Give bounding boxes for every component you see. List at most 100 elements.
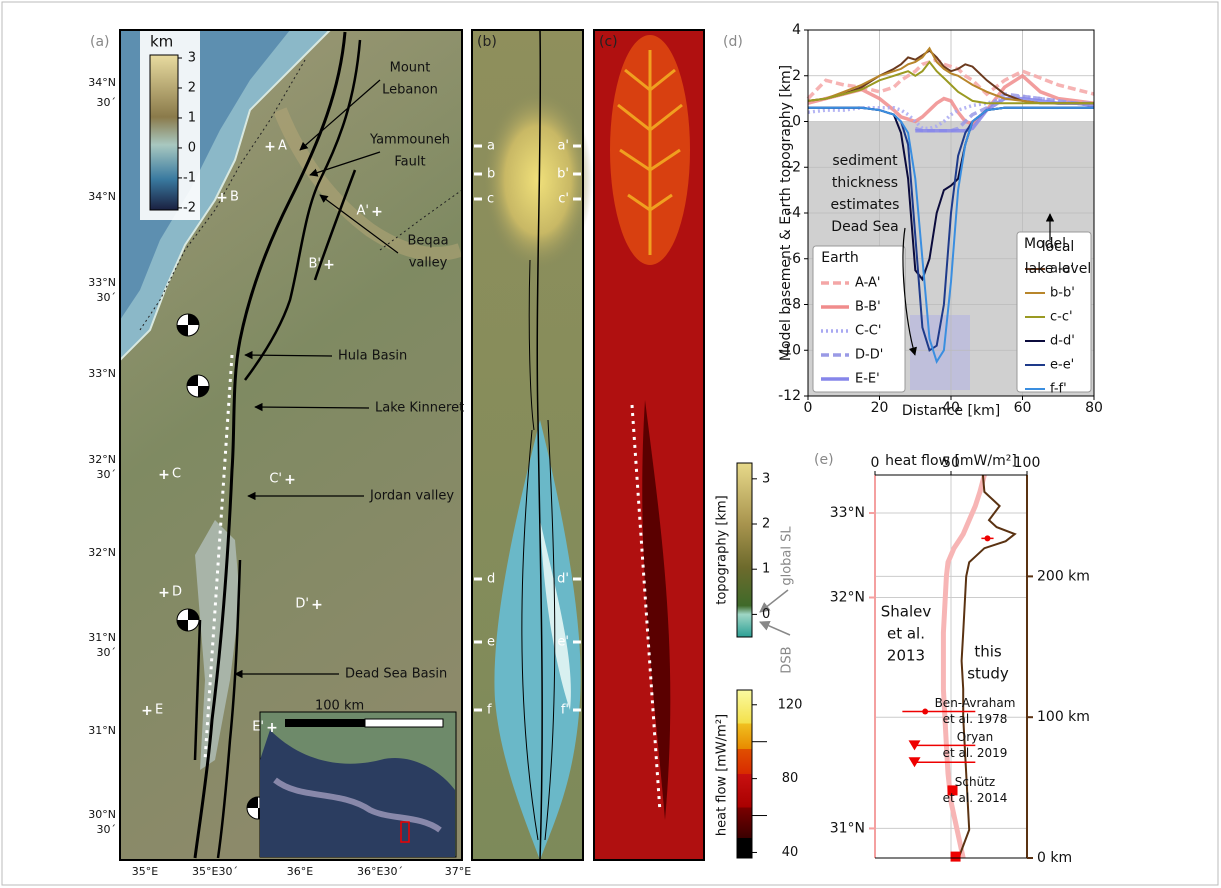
annotation: Hula Basin xyxy=(338,349,407,364)
profile-label: c xyxy=(487,192,494,207)
profile-label: a' xyxy=(557,139,569,154)
annotation: valley xyxy=(409,256,448,271)
site-label: C xyxy=(172,467,181,482)
legend-title: Earth xyxy=(821,250,859,266)
data-point xyxy=(984,535,990,541)
site-marker: + xyxy=(284,472,296,488)
profile-tick xyxy=(573,709,581,712)
annotation: Beqaa xyxy=(407,234,448,249)
colorbar-tick-label: -1 xyxy=(183,170,196,185)
left-tick-label: 32°N xyxy=(830,590,865,606)
heat-flow-map-c xyxy=(594,30,704,860)
top-tick-label: 0 xyxy=(871,455,880,471)
colorbar-label: topography [km] xyxy=(715,495,730,604)
point-label: Schütz xyxy=(955,775,995,789)
profile-tick xyxy=(474,641,482,644)
data-point xyxy=(922,709,928,715)
point-label: Oryan xyxy=(957,730,993,744)
lat-label: 32°N xyxy=(88,546,116,559)
lat-label: 32°N xyxy=(88,453,116,466)
colorbar-tick-label: 1 xyxy=(762,562,770,577)
legend-label: C-C' xyxy=(855,324,881,339)
x-tick-label: 20 xyxy=(871,400,889,416)
profile-tick xyxy=(474,578,482,581)
annotation: thickness xyxy=(832,175,898,191)
colorbar-title: km xyxy=(150,33,173,51)
lat-label: 30°N xyxy=(88,808,116,821)
profile-label: f xyxy=(487,703,492,718)
legend-label: f-f' xyxy=(1050,382,1067,397)
legend-label: A-A' xyxy=(855,276,880,291)
colorbar-tick-label: 1 xyxy=(188,110,196,125)
panel-label: (a) xyxy=(90,34,110,50)
annotation: Dead Sea xyxy=(831,219,898,235)
colorbar-tick-label: 0 xyxy=(188,140,196,155)
x-tick-label: 0 xyxy=(804,400,813,416)
site-label: A' xyxy=(357,204,369,219)
site-marker: + xyxy=(266,720,278,736)
point-label: et al. 2019 xyxy=(943,746,1008,760)
lat-label: 30´ xyxy=(97,291,117,304)
top-axis-label: heat flow [mW/m²] xyxy=(885,453,1017,469)
lat-label: 34°N xyxy=(88,190,116,203)
site-label: A xyxy=(278,139,287,154)
series-label: Shalev xyxy=(881,603,932,621)
y-tick-label: -12 xyxy=(778,388,801,404)
lat-label: 31°N xyxy=(88,724,116,737)
lon-label: 35°E xyxy=(132,865,158,878)
lon-label: 36°E30´ xyxy=(357,865,403,878)
annotation: estimates xyxy=(831,197,900,213)
annotation: Lebanon xyxy=(382,83,438,98)
right-tick-label: 200 km xyxy=(1037,568,1090,584)
annotation: Yammouneh xyxy=(369,133,450,148)
right-tick-label: 100 km xyxy=(1037,709,1090,725)
site-marker: + xyxy=(158,585,170,601)
lat-label: 33°N xyxy=(88,367,116,380)
colorbar-tick-label: 0 xyxy=(762,607,770,622)
profile-tick xyxy=(573,173,581,176)
colorbar-tick-label: 3 xyxy=(188,50,196,65)
annotation: sediment xyxy=(832,153,898,169)
profile-label: d xyxy=(487,572,495,587)
site-marker: + xyxy=(371,204,383,220)
legend-label: c-c' xyxy=(1050,310,1073,325)
profile-tick xyxy=(573,198,581,201)
annotation: Lake Kinneret xyxy=(375,401,464,416)
colorbar-label: heat flow [mW/m²] xyxy=(715,714,730,836)
annotation: Dead Sea Basin xyxy=(345,667,447,682)
panel-label: (b) xyxy=(477,34,497,50)
lat-label: 30´ xyxy=(97,96,117,109)
colorbar-tick-label: -2 xyxy=(183,200,196,215)
annotation: Jordan valley xyxy=(369,489,454,504)
series-label: study xyxy=(967,665,1009,683)
colorbar-tick-label: 2 xyxy=(762,517,770,532)
profile-label: d' xyxy=(557,572,569,587)
lat-label: 34°N xyxy=(88,76,116,89)
site-marker: + xyxy=(311,597,323,613)
lon-label: 37°E xyxy=(445,865,471,878)
profile-label: b' xyxy=(557,167,569,182)
lat-label: 30´ xyxy=(97,646,117,659)
profile-label: e' xyxy=(557,635,569,650)
legend-label: e-e' xyxy=(1050,358,1074,373)
colorbar-tick-label: 2 xyxy=(188,80,196,95)
site-marker: + xyxy=(141,703,153,719)
site-marker: + xyxy=(216,190,228,206)
left-tick-label: 33°N xyxy=(830,505,865,521)
profile-label: c' xyxy=(558,192,569,207)
colorbar-tick-label: 120 xyxy=(778,697,803,712)
site-marker: + xyxy=(158,467,170,483)
point-label: et al. 1978 xyxy=(943,712,1008,726)
point-label: et al. 2014 xyxy=(943,791,1008,805)
profile-tick xyxy=(474,709,482,712)
site-label: E' xyxy=(252,720,264,735)
profile-label: a xyxy=(487,139,495,154)
profile-tick xyxy=(474,145,482,148)
panel-label: (d) xyxy=(723,34,743,50)
colorbar-annotation: global SL xyxy=(780,526,795,586)
lat-label: 30´ xyxy=(97,823,117,836)
heat-flow-colorbar xyxy=(737,690,752,858)
site-label: B xyxy=(230,190,239,205)
top-tick-label: 100 xyxy=(1014,455,1041,471)
lon-label: 35°E30´ xyxy=(192,865,238,878)
